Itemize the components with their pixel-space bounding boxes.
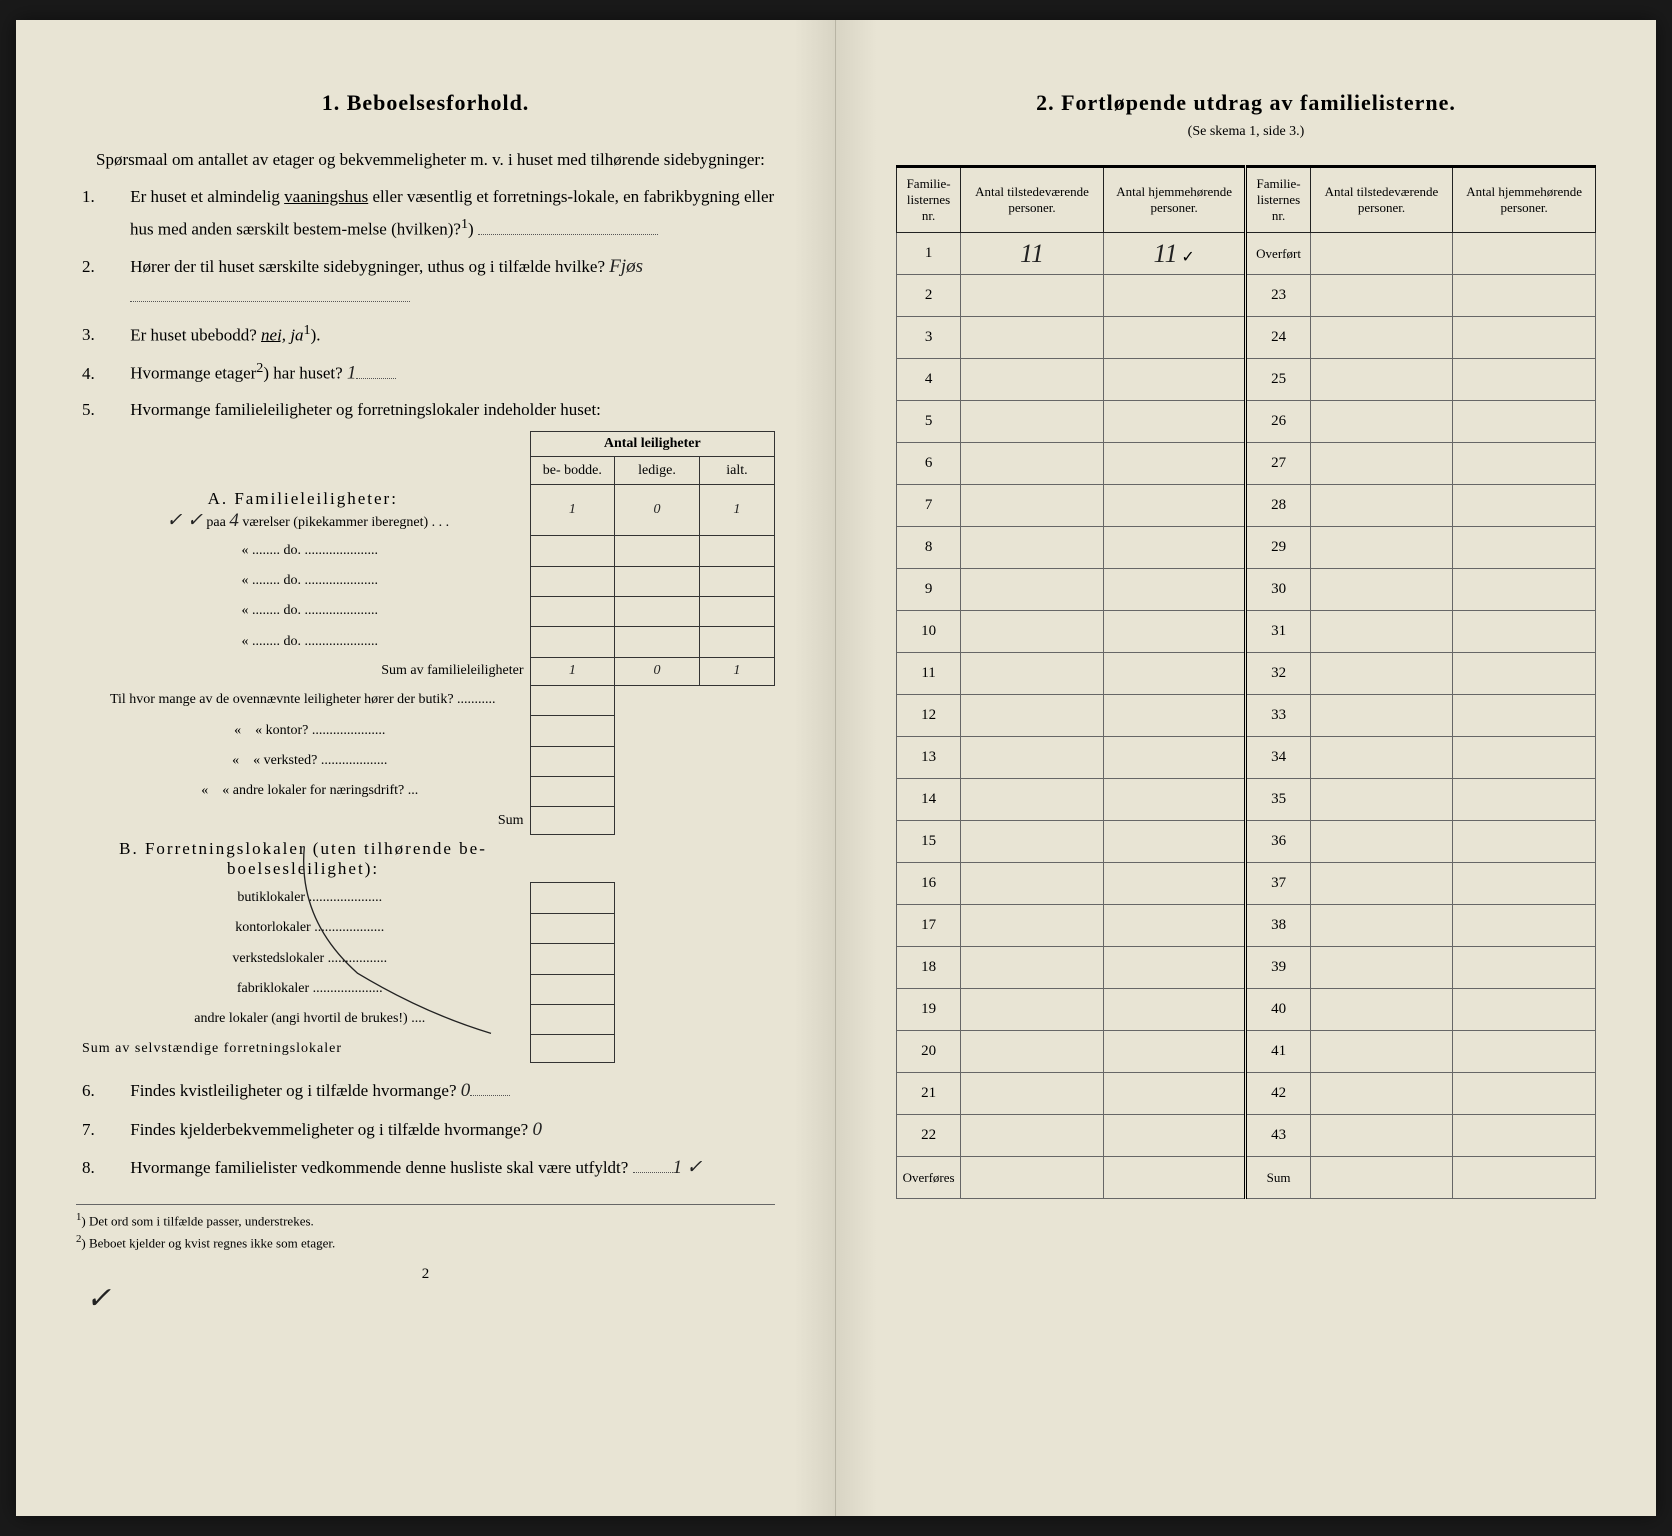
question-1: 1. Er huset et almindelig vaaningshus el… — [106, 183, 775, 244]
left-title: 1. Beboelsesforhold. — [76, 90, 775, 116]
q7-answer: 0 — [532, 1119, 542, 1140]
left-page: 1. Beboelsesforhold. Spørsmaal om antall… — [16, 20, 836, 1516]
table-row: 2041 — [897, 1031, 1596, 1073]
table-row: 223 — [897, 275, 1596, 317]
question-7: 7. Findes kjelderbekvemmeligheter og i t… — [106, 1114, 775, 1146]
table-footer-row: OverføresSum — [897, 1157, 1596, 1199]
right-title: 2. Fortløpende utdrag av familielisterne… — [896, 90, 1596, 116]
question-5: 5. Hvormange familieleiligheter og forre… — [106, 396, 775, 425]
table-row: 1940 — [897, 989, 1596, 1031]
page-number-left: 2 — [76, 1266, 775, 1283]
question-8: 8. Hvormange familielister vedkommende d… — [106, 1152, 775, 1184]
table-row: 930 — [897, 569, 1596, 611]
table-row: 829 — [897, 527, 1596, 569]
table-row: 1738 — [897, 905, 1596, 947]
question-6: 6. Findes kvistleiligheter og i tilfælde… — [106, 1075, 775, 1107]
table-row: 1435 — [897, 779, 1596, 821]
extract-table: Familie- listernes nr. Antal tilstedevær… — [896, 165, 1596, 1199]
question-3: 3. Er huset ubebodd? nei, ja1). — [106, 318, 775, 351]
table-row: 1334 — [897, 737, 1596, 779]
right-page: 2. Fortløpende utdrag av familielisterne… — [836, 20, 1656, 1516]
table-row: 1839 — [897, 947, 1596, 989]
table-row: 1233 — [897, 695, 1596, 737]
margin-checkmark: ✓ — [86, 1281, 111, 1316]
table-row: 1536 — [897, 821, 1596, 863]
q8-answer: 1 — [673, 1157, 683, 1178]
leilighet-table: Antal leiligheter be- bodde. ledige. ial… — [76, 431, 775, 1063]
q6-answer: 0 — [461, 1080, 471, 1101]
table-row: 425 — [897, 359, 1596, 401]
q2-answer: Fjøs — [609, 256, 643, 277]
question-2: 2. Hører der til huset særskilte sidebyg… — [106, 251, 775, 312]
table-row: 526 — [897, 401, 1596, 443]
q1-answer-blank — [478, 234, 658, 235]
page-spread: 1. Beboelsesforhold. Spørsmaal om antall… — [16, 20, 1656, 1516]
footnotes: 1) Det ord som i tilfælde passer, unders… — [76, 1204, 775, 1251]
table-row: 1637 — [897, 863, 1596, 905]
q4-answer: 1 — [347, 363, 357, 384]
table-row: 728 — [897, 485, 1596, 527]
right-subtitle: (Se skema 1, side 3.) — [896, 124, 1596, 140]
table-row: 2142 — [897, 1073, 1596, 1115]
intro-text: Spørsmaal om antallet av etager og bekve… — [76, 146, 775, 173]
table-row: 324 — [897, 317, 1596, 359]
question-list: 1. Er huset et almindelig vaaningshus el… — [76, 183, 775, 425]
table-row: 11111 ✓Overført — [897, 233, 1596, 275]
table-row: 1031 — [897, 611, 1596, 653]
question-4: 4. Hvormange etager2) har huset? 1 — [106, 356, 775, 390]
table-row: 627 — [897, 443, 1596, 485]
table-row: 1132 — [897, 653, 1596, 695]
question-list-2: 6. Findes kvistleiligheter og i tilfælde… — [76, 1075, 775, 1184]
table-row: 2243 — [897, 1115, 1596, 1157]
